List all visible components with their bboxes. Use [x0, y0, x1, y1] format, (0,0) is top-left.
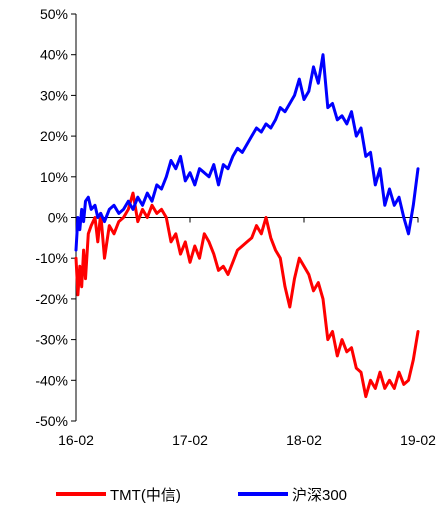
x-tick-label: 19-02 — [400, 432, 436, 448]
x-tick-label: 16-02 — [58, 432, 94, 448]
y-axis: 50% 40% 30% 20% 10% 0% -10% -20% -30% -40% -50% — [35, 6, 77, 429]
y-tick-label: 0% — [48, 210, 68, 226]
legend-label-0: TMT(中信) — [110, 487, 181, 504]
y-tick-label: -50% — [35, 413, 68, 429]
y-tick-label: -20% — [35, 291, 68, 307]
legend: TMT(中信) 沪深300 — [56, 487, 347, 504]
legend-label-1: 沪深300 — [292, 487, 347, 504]
y-tick-label: 20% — [40, 128, 68, 144]
series-line-1 — [74, 53, 420, 252]
x-axis: 16-02 17-02 18-02 19-02 — [58, 217, 436, 448]
y-tick-label: 50% — [40, 6, 68, 22]
y-tick-label: -10% — [35, 250, 68, 266]
y-tick-label: 10% — [40, 169, 68, 185]
y-tick-label: 40% — [40, 47, 68, 63]
y-tick-label: -30% — [35, 332, 68, 348]
series-layer — [74, 53, 420, 399]
series-line-0 — [74, 191, 420, 399]
x-tick-label: 18-02 — [286, 432, 322, 448]
y-tick-label: 30% — [40, 87, 68, 103]
x-tick-label: 17-02 — [172, 432, 208, 448]
y-tick-label: -40% — [35, 372, 68, 388]
